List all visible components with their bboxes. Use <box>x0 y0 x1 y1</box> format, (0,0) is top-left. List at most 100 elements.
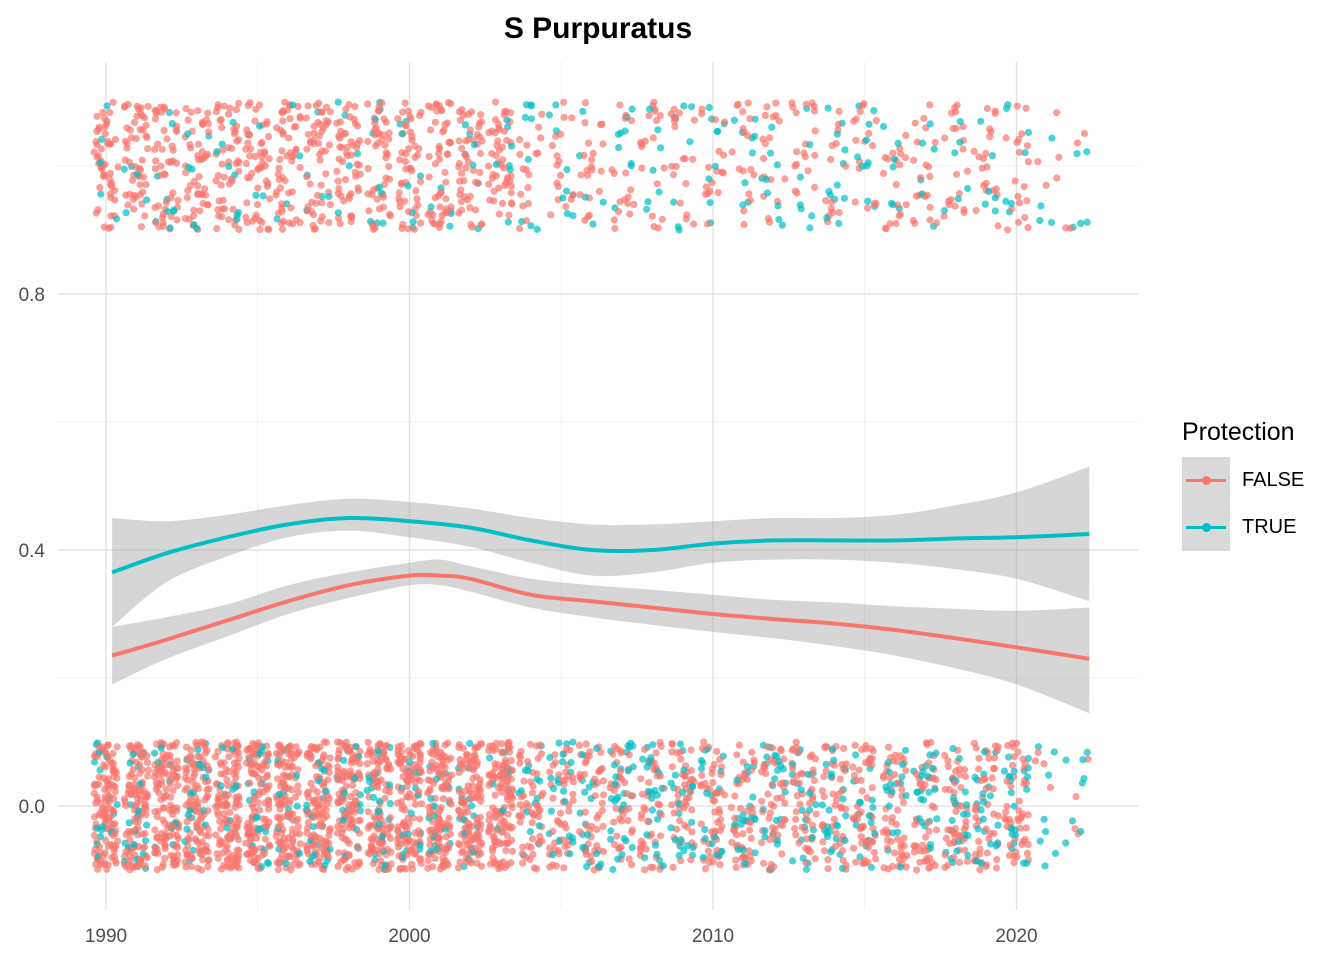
point-false <box>796 779 804 787</box>
point-false <box>577 171 585 179</box>
point-false <box>171 742 179 750</box>
point-false <box>194 182 202 190</box>
point-false <box>444 150 452 158</box>
point-false <box>485 810 493 819</box>
point-false <box>913 866 921 874</box>
point-true <box>363 786 371 795</box>
point-false <box>281 745 289 753</box>
point-true <box>370 793 378 802</box>
point-false <box>832 829 840 838</box>
point-true <box>686 138 694 146</box>
point-false <box>416 831 424 839</box>
point-true <box>852 751 860 759</box>
point-false <box>835 107 843 115</box>
point-true <box>708 840 716 848</box>
point-false <box>187 851 195 860</box>
point-false <box>537 134 545 142</box>
point-false <box>316 156 324 164</box>
point-true <box>871 829 879 838</box>
point-false <box>342 782 350 790</box>
point-true <box>1062 839 1070 847</box>
point-false <box>619 811 627 819</box>
point-false <box>889 149 897 157</box>
point-true <box>610 761 619 769</box>
point-false <box>232 106 241 114</box>
point-false <box>276 805 284 813</box>
point-true <box>699 759 707 767</box>
point-false <box>528 835 537 843</box>
point-true <box>771 751 779 759</box>
point-false <box>192 821 201 829</box>
point-false <box>266 195 274 203</box>
point-true <box>675 851 683 860</box>
point-false <box>508 766 516 775</box>
point-true <box>796 173 805 181</box>
point-false <box>413 195 421 203</box>
point-false <box>93 141 101 149</box>
point-true <box>365 778 374 786</box>
point-false <box>1007 782 1015 790</box>
point-false <box>824 856 832 864</box>
point-false <box>136 761 144 769</box>
point-false <box>879 169 888 177</box>
point-false <box>214 795 222 803</box>
point-true <box>1034 743 1043 751</box>
point-false <box>129 765 137 774</box>
legend-item-true: TRUE <box>1182 504 1304 551</box>
point-false <box>735 165 743 173</box>
point-false <box>628 828 636 837</box>
point-false <box>458 791 466 799</box>
point-false <box>161 830 169 838</box>
point-false <box>336 769 344 777</box>
point-false <box>842 162 850 170</box>
point-false <box>714 189 722 197</box>
point-false <box>339 825 347 833</box>
point-false <box>1024 158 1032 166</box>
point-true <box>826 191 835 199</box>
point-false <box>495 123 503 132</box>
point-false <box>916 847 924 855</box>
point-false <box>282 772 290 780</box>
point-false <box>437 823 445 832</box>
point-false <box>246 856 255 865</box>
point-false <box>106 180 115 189</box>
point-false <box>809 795 817 803</box>
point-false <box>186 182 194 190</box>
point-true <box>919 768 927 776</box>
point-false <box>994 743 1002 751</box>
point-true <box>122 209 130 217</box>
point-false <box>1011 177 1019 185</box>
point-false <box>127 742 135 750</box>
point-false <box>314 118 322 126</box>
point-true <box>374 807 382 816</box>
point-false <box>792 815 800 823</box>
point-false <box>182 169 190 177</box>
point-true <box>125 819 133 827</box>
point-false <box>226 104 234 112</box>
point-false <box>689 155 697 163</box>
point-false <box>396 864 404 873</box>
point-false <box>364 190 372 198</box>
point-false <box>733 751 741 759</box>
point-false <box>319 823 327 831</box>
point-true <box>731 820 739 829</box>
point-true <box>168 120 176 128</box>
point-false <box>926 172 934 180</box>
point-false <box>818 787 827 795</box>
point-true <box>466 739 474 748</box>
point-false <box>519 202 527 210</box>
point-false <box>194 107 202 115</box>
point-false <box>745 190 753 198</box>
point-false <box>504 741 512 749</box>
point-false <box>559 777 567 785</box>
point-false <box>706 853 714 861</box>
point-false <box>264 225 272 233</box>
point-true <box>375 797 383 805</box>
point-false <box>733 101 741 109</box>
point-true <box>1040 815 1048 823</box>
point-false <box>859 102 867 110</box>
point-false <box>533 801 541 809</box>
point-false <box>942 834 951 843</box>
point-false <box>891 751 900 759</box>
point-false <box>309 210 318 219</box>
